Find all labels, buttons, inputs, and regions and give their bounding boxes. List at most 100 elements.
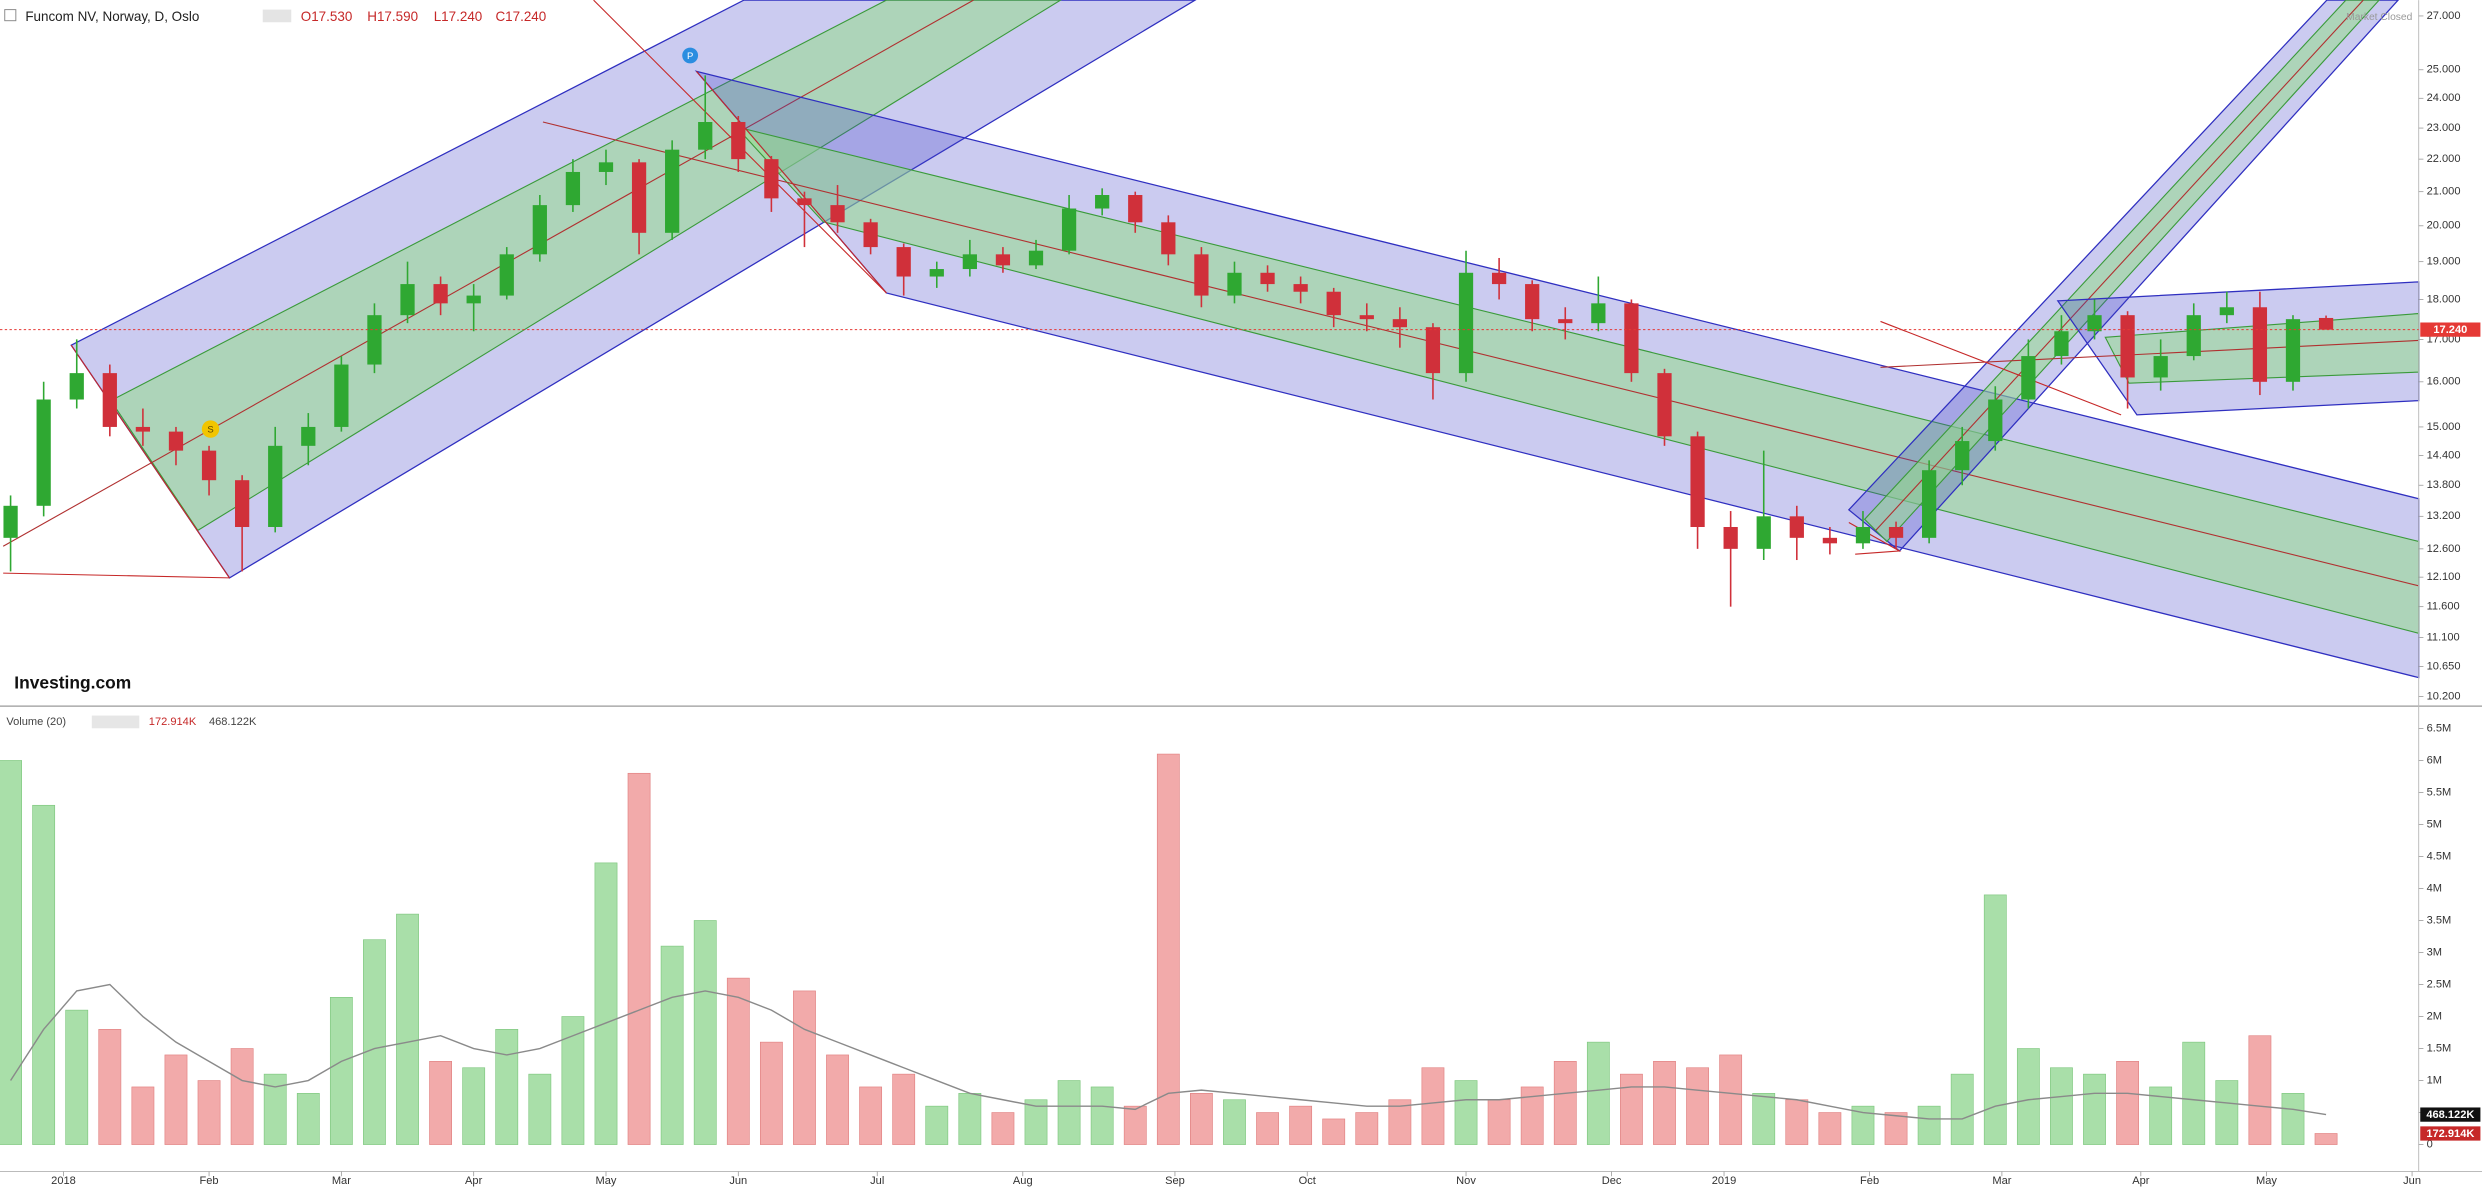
pitchfork-drawings xyxy=(2,0,2420,679)
volume-bar xyxy=(2248,1035,2272,1145)
volume-bar xyxy=(660,945,684,1145)
y-tick-label: 14.400 xyxy=(2427,449,2461,461)
candle-body xyxy=(1955,441,1970,471)
x-tick-label: Mar xyxy=(1992,1175,2011,1187)
candle-body xyxy=(201,450,217,481)
candle-body xyxy=(1095,195,1110,209)
candle-body xyxy=(2252,307,2268,382)
candle-body xyxy=(2186,315,2201,357)
volume-bar xyxy=(759,1041,783,1145)
volume-bar xyxy=(1686,1067,1709,1145)
x-tick-label: May xyxy=(2256,1175,2277,1187)
volume-bar xyxy=(1190,1093,1213,1145)
volume-bar xyxy=(859,1086,883,1145)
volume-bar xyxy=(726,977,750,1145)
volume-bar xyxy=(1289,1105,1313,1145)
signal-marker[interactable] xyxy=(201,420,220,438)
volume-bar xyxy=(1388,1099,1412,1145)
y-tick-label: 18.000 xyxy=(2427,293,2461,305)
y-tick-label: 11.600 xyxy=(2427,601,2460,613)
volume-bar xyxy=(1223,1099,1246,1145)
candle-body xyxy=(995,254,1011,266)
volume-bar xyxy=(1818,1112,1842,1145)
volume-header-buttons[interactable] xyxy=(91,715,140,729)
candle-body xyxy=(1789,516,1804,538)
volume-bar xyxy=(296,1093,320,1145)
ohlc-open: O17.530 xyxy=(301,9,353,24)
ohlc-low: L17.240 xyxy=(434,9,483,24)
candle-body xyxy=(764,159,779,199)
volume-bar xyxy=(329,997,353,1145)
volume-bar xyxy=(1090,1086,1114,1145)
ma-last-label: 468.122K xyxy=(2426,1109,2474,1121)
pitchfork-handle xyxy=(70,344,230,579)
volume-bar xyxy=(1851,1105,1875,1145)
candle-body xyxy=(1657,373,1672,437)
candle-body xyxy=(466,295,481,304)
x-tick-label: Sep xyxy=(1165,1175,1185,1187)
candle-body xyxy=(2021,356,2036,400)
instrument-title: Funcom NV, Norway, D, Oslo xyxy=(25,9,199,24)
candle-body xyxy=(1591,303,1606,324)
y-tick-label: 17.000 xyxy=(2427,333,2461,345)
y-tick-label: 23.000 xyxy=(2427,122,2461,134)
candle-body xyxy=(2318,317,2334,330)
volume-bar xyxy=(1421,1067,1445,1145)
volume-bar xyxy=(2215,1080,2239,1145)
volume-bar xyxy=(1752,1093,1776,1145)
candle-body xyxy=(2153,356,2168,378)
volume-bar xyxy=(230,1048,254,1145)
volume-bar xyxy=(925,1105,949,1145)
last-price-label-box xyxy=(2420,322,2481,337)
y-tick-label: 21.000 xyxy=(2427,186,2461,198)
candle-body xyxy=(565,171,581,206)
candle-body xyxy=(2087,315,2102,332)
x-tick-label: Jun xyxy=(729,1175,747,1187)
signal-marker-label: P xyxy=(687,51,693,62)
pitchfork-median xyxy=(542,121,2419,587)
volume-bar xyxy=(429,1061,452,1145)
volume-bar xyxy=(2314,1133,2338,1145)
signal-marker[interactable] xyxy=(682,47,699,64)
candle-body xyxy=(1690,436,1705,527)
candle-body xyxy=(1061,208,1077,251)
data-layer: 27.000 25.000 24.000 23.000 22.000 21.000 20.0… xyxy=(0,10,2481,1187)
candle-body xyxy=(1194,254,1209,296)
volume-bar xyxy=(1719,1054,1743,1145)
volume-bar xyxy=(958,1093,982,1145)
x-tick-label: Mar xyxy=(332,1175,351,1187)
volume-ma-line xyxy=(9,983,2327,1120)
x-tick-label: Apr xyxy=(465,1175,483,1187)
pitchfork-median xyxy=(2,0,974,547)
volume-ma-value: 468.122K xyxy=(209,716,257,728)
collapse-icon[interactable] xyxy=(4,9,17,22)
volume-bar xyxy=(396,913,419,1145)
candle-body xyxy=(1161,222,1176,255)
volume-bar xyxy=(1983,894,2007,1145)
ohlc-close: C17.240 xyxy=(495,9,546,24)
candle-body xyxy=(731,122,746,160)
volume-bar xyxy=(2149,1086,2173,1145)
candle-body xyxy=(168,431,184,451)
candle-body xyxy=(3,505,18,538)
volume-bar xyxy=(1950,1073,1974,1145)
volume-bar xyxy=(263,1073,287,1145)
y-tick-label: 15.000 xyxy=(2427,421,2461,433)
candle-body xyxy=(1525,284,1540,320)
candle-body xyxy=(1293,284,1308,292)
candle-body xyxy=(235,480,250,527)
volume-bar xyxy=(0,760,22,1145)
candle-body xyxy=(1128,195,1143,223)
volume-bar xyxy=(1653,1061,1676,1145)
volume-bar xyxy=(462,1067,486,1145)
candle-body xyxy=(1855,526,1871,544)
candle-body xyxy=(102,373,117,427)
candle-body xyxy=(929,269,944,277)
x-tick-label: Dec xyxy=(1602,1175,1622,1187)
header-buttons[interactable] xyxy=(262,9,292,23)
x-tick-label: Nov xyxy=(1456,1175,1476,1187)
candle-body xyxy=(2054,331,2069,357)
x-tick-label: Jun xyxy=(2403,1175,2421,1187)
x-tick-label: Apr xyxy=(2132,1175,2150,1187)
candle-body xyxy=(2120,315,2135,378)
